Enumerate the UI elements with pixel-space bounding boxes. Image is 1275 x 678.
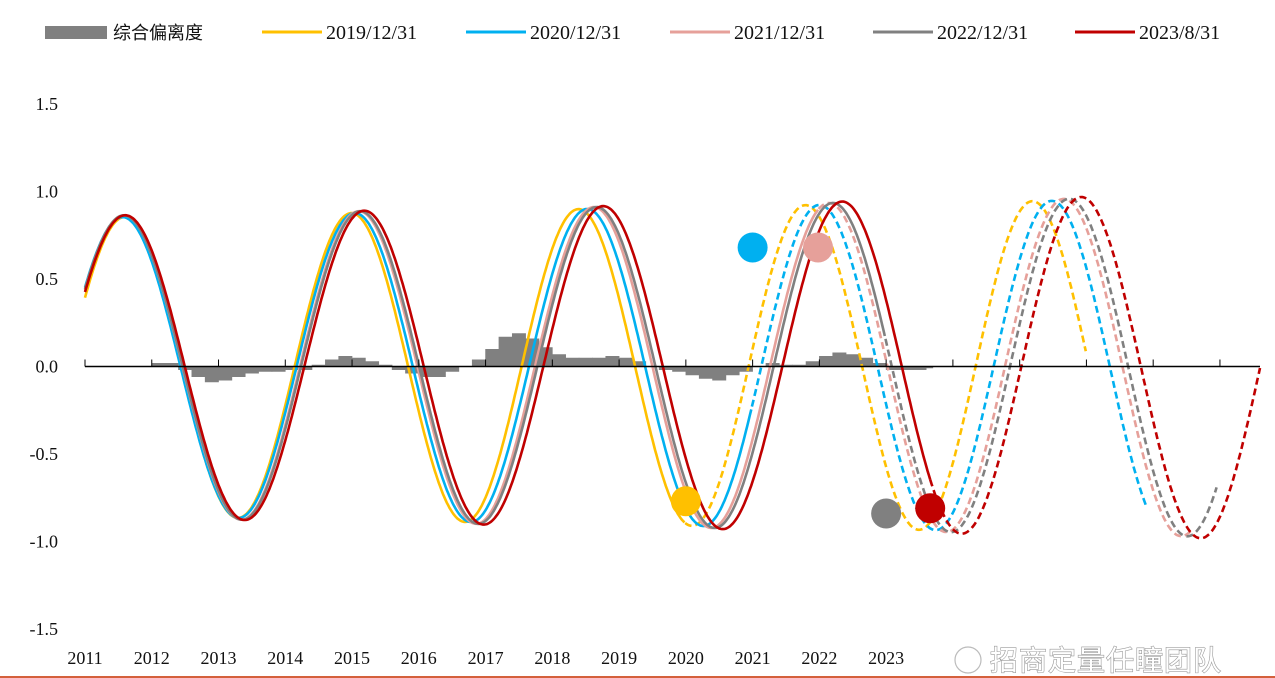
series-end-marker (803, 232, 834, 263)
deviation-bar (218, 366, 233, 381)
legend-label: 2022/12/31 (937, 22, 1028, 44)
deviation-bar (578, 357, 593, 367)
series-line (83, 201, 887, 530)
series-end-marker (670, 486, 701, 517)
series-end-marker (871, 498, 902, 529)
y-tick-label: 0.5 (36, 269, 59, 289)
deviation-bar (485, 349, 500, 367)
deviation-bar (632, 361, 647, 367)
deviation-bar (378, 364, 393, 367)
x-tick-label: 2021 (735, 648, 771, 668)
deviation-bar (151, 363, 166, 367)
series-forecast-line (750, 199, 1148, 532)
deviation-bar (271, 366, 286, 372)
x-tick-label: 2016 (401, 648, 437, 668)
deviation-bar (244, 366, 259, 374)
y-tick-label: 1.5 (36, 94, 59, 114)
series-line (83, 200, 932, 531)
series-forecast-line (884, 197, 1218, 538)
deviation-bar (872, 363, 887, 367)
legend-label: 综合偏离度 (113, 23, 203, 44)
watermark-logo-icon (954, 646, 982, 674)
x-tick-label: 2011 (67, 648, 102, 668)
watermark: 招商定量任瞳团队 (954, 643, 1222, 678)
legend-swatch (45, 26, 107, 39)
deviation-bar (805, 361, 820, 367)
series-line (83, 207, 753, 528)
deviation-bar (605, 356, 620, 367)
x-tick-label: 2017 (468, 648, 504, 668)
deviation-bar (365, 361, 380, 367)
y-axis: 1.5 1.0 0.5 0.0 -0.5 -1.0 -1.5 (30, 94, 59, 639)
deviation-bar (565, 357, 580, 367)
deviation-bar (725, 366, 740, 376)
x-tick-label: 2013 (201, 648, 237, 668)
deviation-bar (859, 357, 874, 367)
deviation-bar (191, 366, 206, 377)
x-tick-label: 2019 (601, 648, 637, 668)
deviation-bar (819, 356, 834, 367)
x-axis: 2011 2012 2013 2014 2015 2016 2017 2018 2019 2020… (67, 359, 1260, 668)
deviation-bar (164, 363, 179, 367)
x-tick-label: 2015 (334, 648, 370, 668)
deviation-bar (298, 366, 313, 370)
deviation-bar (845, 354, 860, 367)
deviation-bar (885, 366, 900, 370)
deviation-bar (738, 366, 753, 372)
y-tick-label: 0.0 (36, 357, 59, 377)
deviation-bar (498, 336, 513, 367)
legend-label: 2021/12/31 (734, 22, 825, 44)
deviation-bar (284, 366, 299, 370)
deviation-bar (832, 352, 847, 367)
series-forecast-line (817, 197, 1194, 538)
deviation-bar (592, 357, 607, 367)
x-tick-label: 2018 (534, 648, 570, 668)
series-end-markers (670, 232, 946, 529)
legend-label: 2023/8/31 (1139, 22, 1220, 44)
deviation-bar (325, 359, 339, 367)
legend-label: 2020/12/31 (530, 22, 621, 44)
series-end-marker (915, 493, 946, 524)
deviation-bar (311, 364, 326, 367)
cycle-series-lines (83, 195, 1262, 540)
y-tick-label: -1.5 (30, 619, 59, 639)
deviation-bar (471, 359, 486, 367)
deviation-bar (391, 366, 406, 370)
series-forecast-line (684, 199, 1088, 532)
deviation-bar (445, 366, 460, 372)
legend-label: 2019/12/31 (326, 22, 417, 44)
deviation-bar (765, 363, 780, 367)
chart-legend: 综合偏离度 2019/12/31 2020/12/31 2021/12/31 2022/… (45, 22, 1220, 44)
deviation-bar (351, 357, 366, 367)
y-tick-label: -0.5 (30, 444, 59, 464)
deviation-bar (919, 366, 934, 369)
series-forecast-line (928, 195, 1262, 540)
x-tick-label: 2012 (134, 648, 170, 668)
deviation-bar (405, 366, 420, 374)
x-tick-label: 2014 (267, 648, 303, 668)
watermark-text: 招商定量任瞳团队 (990, 644, 1222, 677)
deviation-bar (685, 366, 700, 376)
deviation-bar (792, 364, 807, 367)
deviation-bar (712, 366, 727, 381)
deviation-bar (431, 366, 446, 377)
deviation-bar (672, 366, 687, 372)
deviation-bar (899, 366, 914, 370)
deviation-bar (338, 356, 353, 367)
series-end-marker (737, 232, 768, 263)
deviation-bar (698, 366, 713, 379)
y-tick-label: 1.0 (36, 182, 59, 202)
deviation-bar (618, 357, 633, 367)
deviation-bar (658, 366, 673, 370)
deviation-bar (779, 364, 793, 367)
y-tick-label: -1.0 (30, 532, 59, 552)
deviation-bar (231, 366, 246, 377)
deviation-bar (204, 366, 219, 383)
deviation-bar (552, 354, 566, 367)
x-tick-label: 2022 (801, 648, 837, 668)
x-tick-label: 2020 (668, 648, 704, 668)
x-tick-label: 2023 (868, 648, 904, 668)
deviation-bar (258, 366, 273, 372)
